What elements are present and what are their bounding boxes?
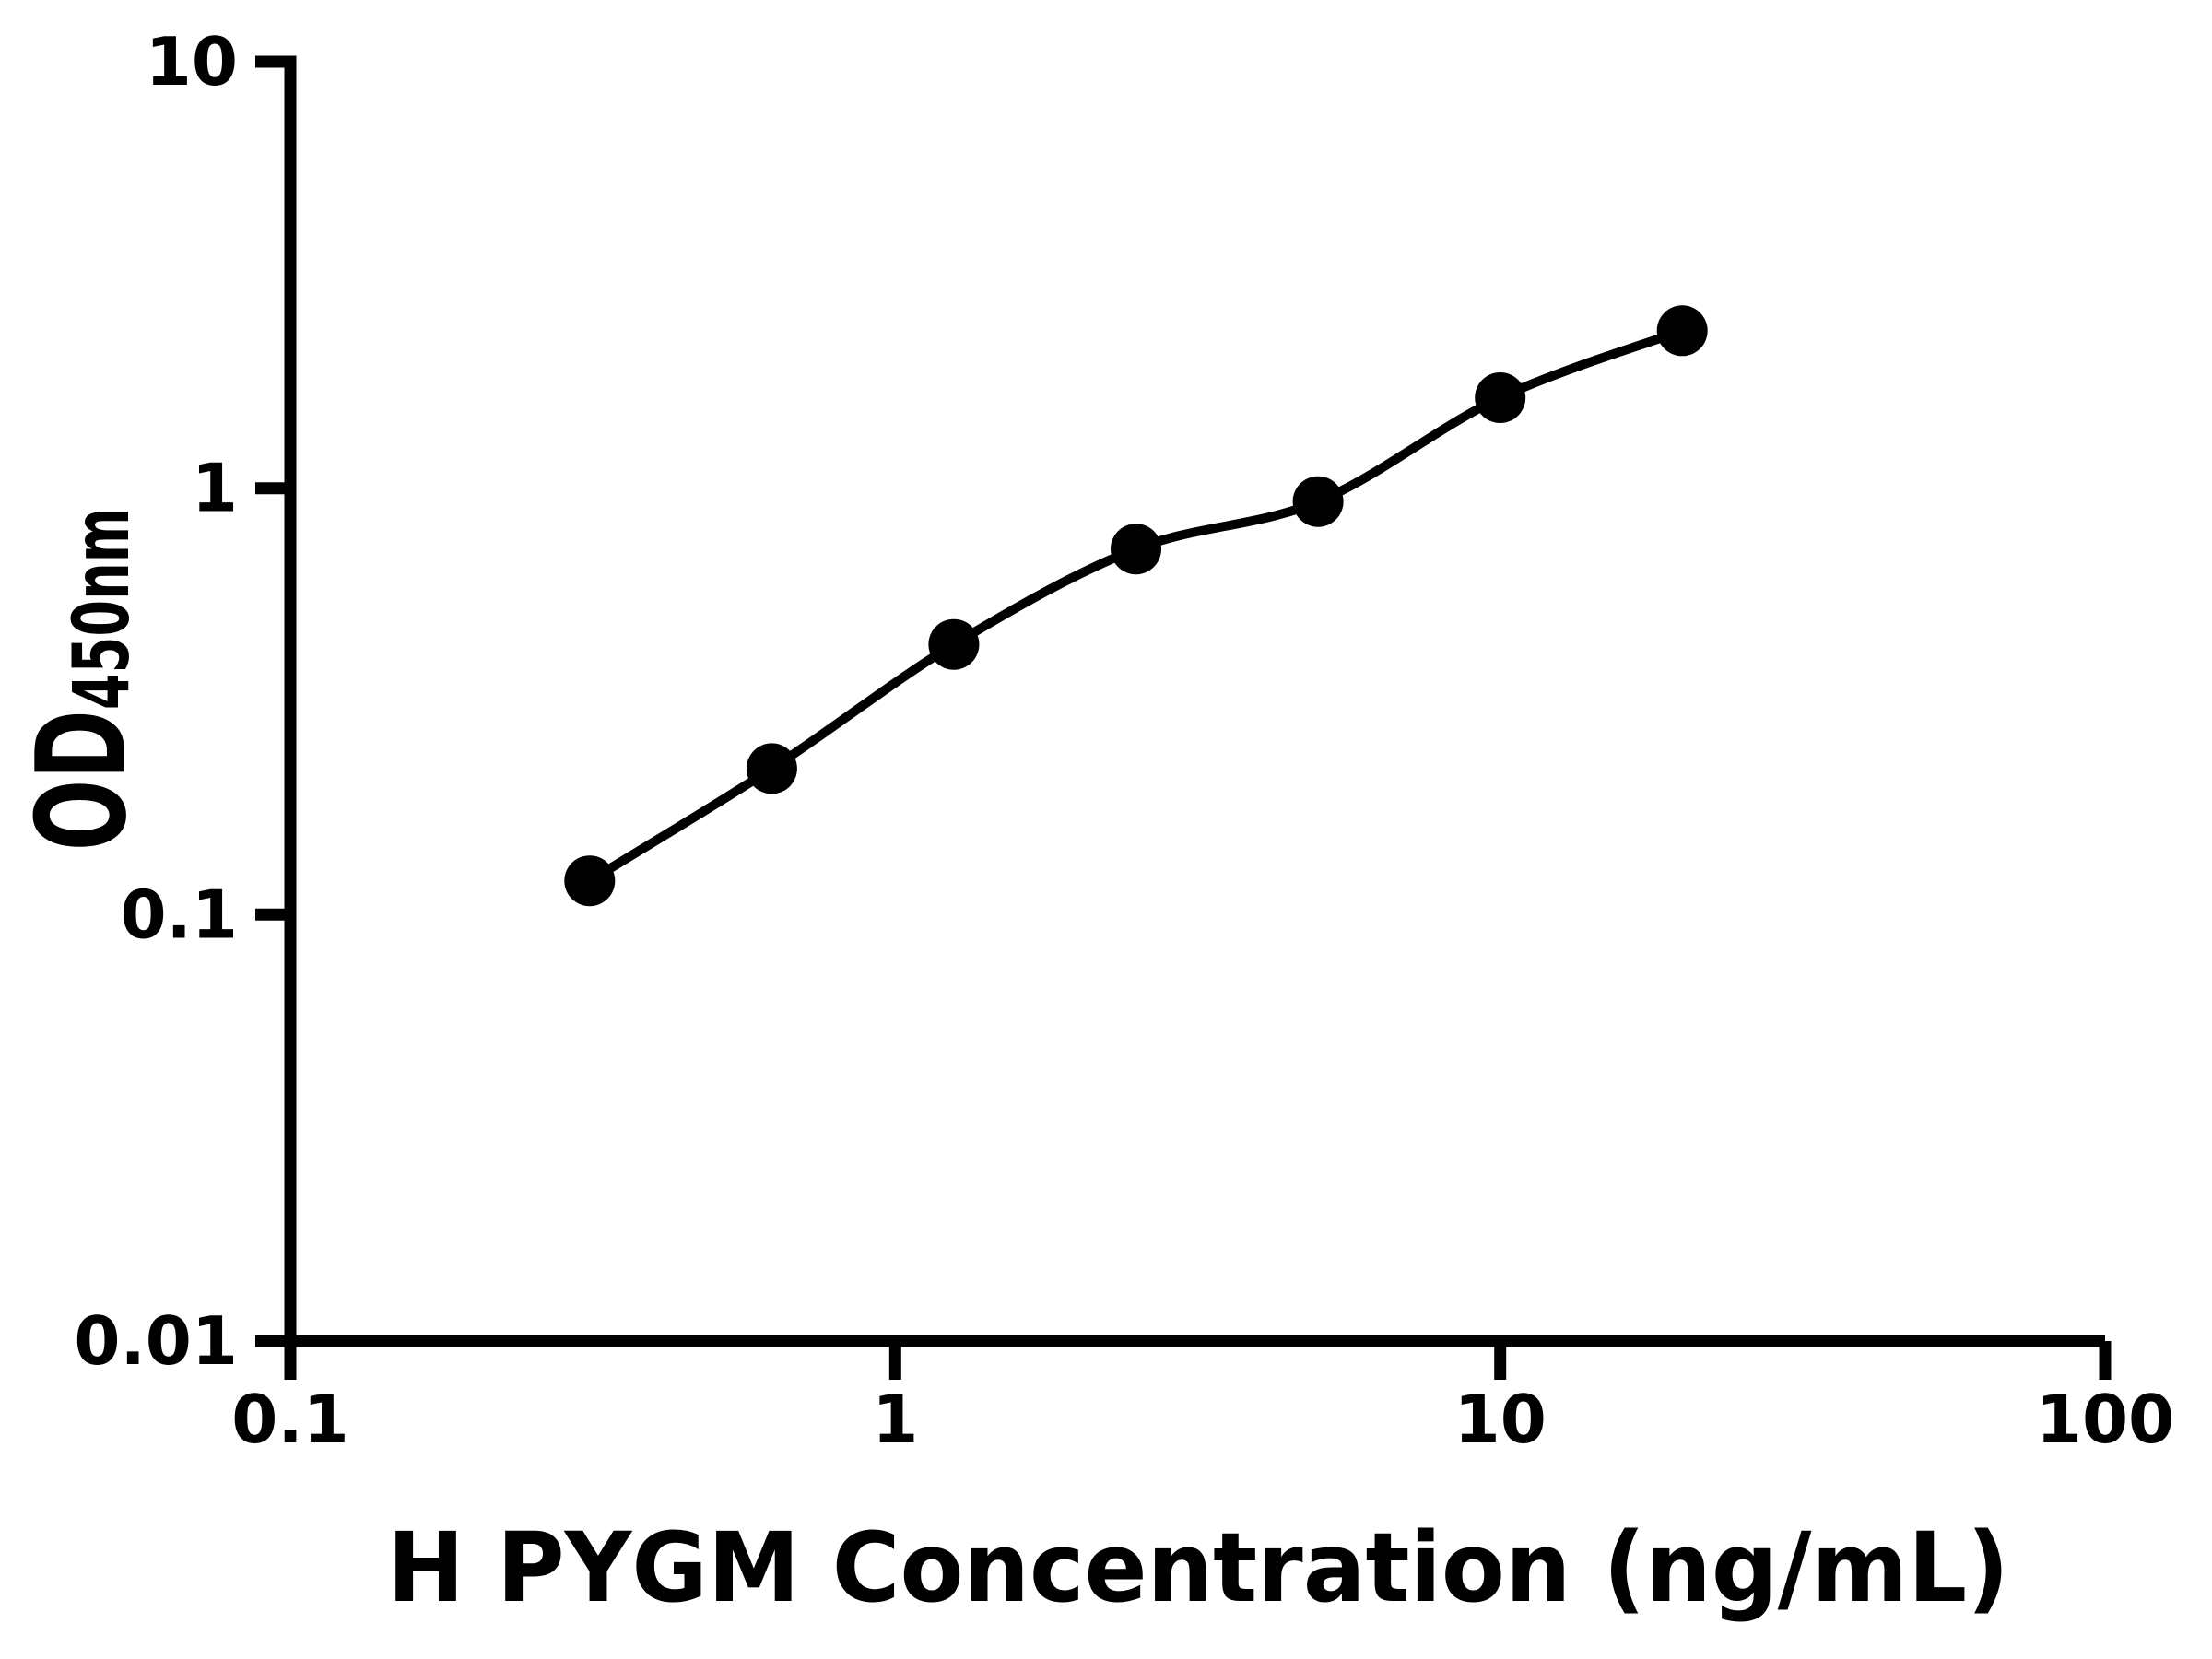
y-axis-title: OD450nm — [11, 508, 155, 851]
data-series — [564, 305, 1708, 907]
data-point — [564, 855, 616, 907]
data-point — [746, 743, 797, 794]
axis-frame — [255, 55, 2105, 1347]
y-axis-tick-labels: 0.01 0.1 1 10 — [74, 23, 238, 1380]
data-point — [1656, 305, 1708, 357]
y-tick-label: 10 — [146, 23, 238, 100]
data-point — [928, 618, 980, 670]
x-tick-label: 0.1 — [231, 1381, 349, 1458]
x-axis-tick-labels: 0.1 1 10 100 — [231, 1381, 2174, 1458]
y-tick-label: 0.1 — [120, 876, 238, 953]
x-tick-label: 100 — [2036, 1381, 2174, 1458]
data-point — [1292, 476, 1344, 527]
x-axis-title: H PYGM Concentration (ng/mL) — [387, 1512, 2009, 1624]
x-tick-label: 10 — [1454, 1381, 1547, 1458]
y-axis-title-main: OD — [11, 710, 155, 851]
y-axis-title-sub: 450nm — [56, 508, 147, 710]
y-tick-label: 1 — [192, 450, 238, 527]
y-tick-label: 0.01 — [74, 1302, 238, 1380]
axes — [255, 55, 2112, 1380]
x-tick-label: 1 — [872, 1381, 918, 1458]
data-point — [1111, 524, 1161, 575]
data-point — [1475, 372, 1526, 423]
